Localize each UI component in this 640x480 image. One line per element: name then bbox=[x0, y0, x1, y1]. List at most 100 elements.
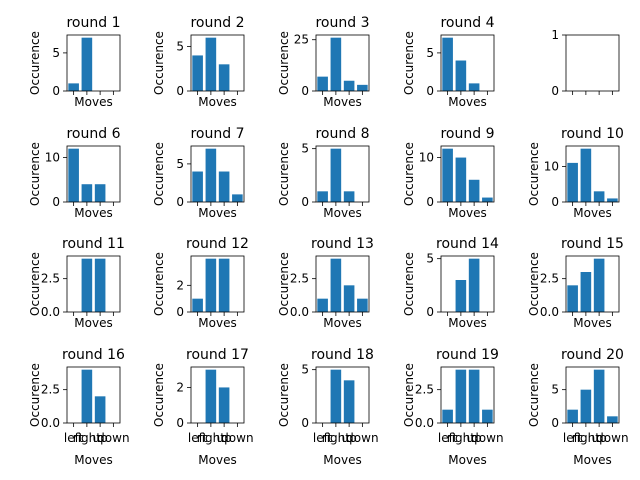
axes-frame bbox=[440, 34, 495, 92]
y-tick-label: 0 bbox=[52, 195, 60, 209]
y-tick-label: 5 bbox=[301, 142, 309, 156]
y-tick-label: 5 bbox=[301, 363, 309, 377]
bar-right bbox=[330, 148, 342, 202]
y-tick-label: 5 bbox=[426, 46, 434, 60]
subplot-2: 0 5 round 2 Moves Occurence bbox=[152, 15, 245, 109]
bar-up bbox=[343, 380, 355, 423]
y-axis-label: Occurence bbox=[277, 142, 291, 206]
subplot-title: round 12 bbox=[186, 236, 249, 252]
bar-right bbox=[330, 369, 342, 423]
y-tick-label: 5 bbox=[426, 252, 434, 266]
bar-down bbox=[482, 409, 493, 423]
x-axis-label: Moves bbox=[448, 206, 486, 220]
y-tick-label: 0 bbox=[551, 84, 559, 98]
x-axis-label: Moves bbox=[198, 206, 236, 220]
y-axis-label: Occurence bbox=[277, 252, 291, 316]
axes-frame bbox=[190, 145, 245, 203]
y-axis-label: Occurence bbox=[402, 252, 416, 316]
y-tick-label: 0 bbox=[176, 416, 184, 430]
bar-up bbox=[218, 387, 230, 423]
subplot-title: round 14 bbox=[436, 236, 499, 252]
y-tick-label: 0 bbox=[301, 195, 309, 209]
bar-left bbox=[442, 409, 453, 423]
subplot-title: round 11 bbox=[62, 236, 125, 252]
x-axis-label: Moves bbox=[74, 453, 112, 467]
y-tick-label: 5 bbox=[176, 40, 184, 54]
y-tick-label: 5 bbox=[176, 157, 184, 171]
x-axis-label: Moves bbox=[198, 95, 236, 109]
y-tick-label: 0.0 bbox=[415, 416, 434, 430]
y-tick-label: 0 bbox=[176, 195, 184, 209]
y-tick-label: 0.0 bbox=[290, 305, 309, 319]
y-tick-label: 0 bbox=[176, 84, 184, 98]
bar-up bbox=[593, 258, 605, 312]
y-axis-label: Occurence bbox=[527, 252, 541, 316]
y-axis-label: Occurence bbox=[152, 363, 166, 427]
x-axis-label: Moves bbox=[323, 206, 361, 220]
bar-right bbox=[205, 258, 217, 312]
x-tick-label-down: down bbox=[596, 431, 628, 445]
subplot-title: round 8 bbox=[315, 126, 369, 142]
x-tick-label-right: right bbox=[572, 431, 600, 445]
bar-right bbox=[81, 184, 93, 202]
x-tick-label-right: right bbox=[73, 431, 101, 445]
x-tick-label-left: left bbox=[188, 431, 208, 445]
axes-frame bbox=[66, 366, 121, 424]
subplot-5: 01 bbox=[551, 28, 620, 98]
bar-left bbox=[192, 171, 203, 202]
y-axis-label: Occurence bbox=[277, 31, 291, 95]
y-axis-label: Occurence bbox=[152, 252, 166, 316]
subplot-title: round 20 bbox=[561, 347, 624, 363]
x-tick-label-down: down bbox=[346, 431, 378, 445]
bar-down bbox=[357, 298, 368, 312]
subplot-15: 0.0 2.5 round 15 Moves Occurence bbox=[527, 236, 624, 330]
bar-left bbox=[68, 83, 79, 91]
axes-frame bbox=[315, 34, 370, 92]
bar-down bbox=[357, 84, 368, 91]
bar-down bbox=[482, 197, 493, 202]
x-tick-label-down: down bbox=[97, 431, 129, 445]
axes-frame bbox=[190, 366, 245, 424]
bar-right bbox=[205, 369, 217, 423]
y-tick-label: 2 bbox=[176, 380, 184, 394]
bar-left bbox=[192, 298, 203, 312]
x-tick-label-up: up bbox=[592, 431, 607, 445]
bar-right bbox=[81, 369, 93, 423]
axes-frame bbox=[565, 366, 620, 424]
bar-left bbox=[567, 162, 578, 202]
y-axis-label: Occurence bbox=[527, 142, 541, 206]
subplot-title: round 9 bbox=[440, 126, 494, 142]
y-axis-label: Occurence bbox=[402, 142, 416, 206]
y-tick-label: 2.5 bbox=[41, 272, 60, 286]
y-tick-label: 2 bbox=[176, 278, 184, 292]
x-tick-label-left: left bbox=[563, 431, 583, 445]
bar-right bbox=[455, 60, 467, 91]
bar-up bbox=[343, 285, 355, 312]
subplot-title: round 15 bbox=[561, 236, 624, 252]
x-tick-label-left: left bbox=[313, 431, 333, 445]
y-tick-label: 25 bbox=[294, 33, 309, 47]
x-axis-label: Moves bbox=[573, 453, 611, 467]
y-tick-label: 5 bbox=[551, 383, 559, 397]
y-axis-label: Occurence bbox=[28, 142, 42, 206]
y-axis-label: Occurence bbox=[277, 363, 291, 427]
x-tick-label-right: right bbox=[322, 431, 350, 445]
subplot-title: round 10 bbox=[561, 126, 624, 142]
x-axis-label: Moves bbox=[323, 453, 361, 467]
bar-left bbox=[317, 76, 328, 91]
bar-right bbox=[455, 369, 467, 423]
y-tick-label: 0 bbox=[426, 305, 434, 319]
bar-up bbox=[468, 369, 480, 423]
x-axis-label: Moves bbox=[448, 453, 486, 467]
x-tick-label-left: left bbox=[438, 431, 458, 445]
x-axis-label: Moves bbox=[323, 95, 361, 109]
subplot-3: 0 25 round 3 Moves Occurence bbox=[277, 15, 370, 109]
bar-up bbox=[218, 171, 230, 202]
subplot-title: round 17 bbox=[186, 347, 249, 363]
bar-up bbox=[94, 396, 106, 423]
subplot-title: round 19 bbox=[436, 347, 499, 363]
axes-frame bbox=[440, 366, 495, 424]
axes-frame bbox=[565, 145, 620, 203]
y-tick-label: 1 bbox=[551, 28, 559, 42]
